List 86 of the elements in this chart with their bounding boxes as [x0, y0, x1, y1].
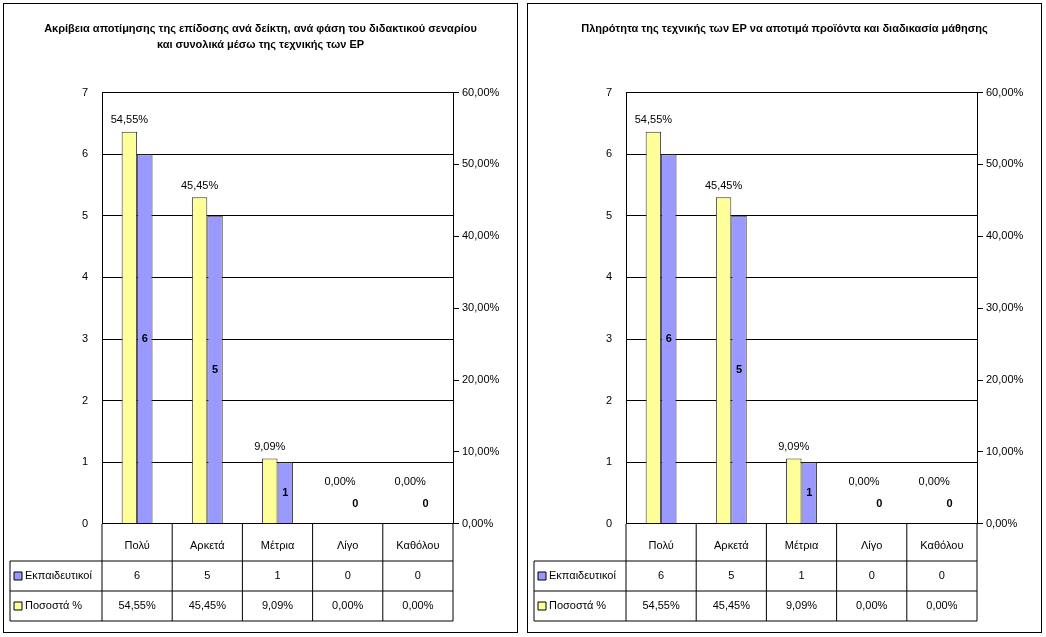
y-tick-label: 7 [605, 85, 612, 98]
y2-tick-label: 60,00% [986, 85, 1024, 98]
y2-tick-label: 40,00% [986, 229, 1024, 242]
legend-label: Ποσοστά % [25, 599, 83, 612]
y-tick-label: 7 [81, 85, 88, 98]
legend-label: Εκπαιδευτικοί [25, 569, 93, 582]
y-tick-label: 0 [81, 516, 88, 529]
y2-tick-label: 30,00% [986, 301, 1024, 314]
y-tick-label: 2 [605, 393, 612, 406]
data-label: 5 [204, 569, 211, 582]
text: 5 [735, 362, 743, 375]
y-tick-label: 0 [605, 516, 612, 529]
y-tick-label: 1 [605, 455, 612, 468]
text: 0 [352, 496, 359, 509]
text: 0 [946, 496, 953, 509]
text: 54,55% [110, 113, 149, 126]
y2-tick-label: 10,00% [462, 444, 500, 457]
y2-tick-label: 10,00% [986, 444, 1024, 457]
x-tick-label: Μέτρια [260, 539, 295, 552]
y-tick-label: 4 [605, 270, 612, 283]
y2-tick-label: 0,00% [462, 516, 494, 529]
data-label: 1 [798, 569, 805, 582]
y2-tick-label: 20,00% [986, 373, 1024, 386]
data-label: 45,45% [712, 599, 751, 612]
x-tick-label: Καθόλου [396, 539, 440, 552]
text: 45,45% [180, 178, 219, 191]
text: 6 [141, 331, 148, 344]
text: 0,00% [848, 475, 880, 488]
text: 9,09% [778, 440, 810, 452]
y-tick-label: 1 [81, 455, 88, 468]
x-tick-label: Λίγο [336, 539, 359, 552]
data-label: 9,09% [785, 599, 818, 612]
text: 5 [211, 362, 219, 375]
y-tick-label: 3 [81, 332, 88, 345]
legend-label: Ποσοστά % [549, 599, 607, 612]
chart-title: Πληρότητα της τεχνικής των ΕΡ να αποτιμά προϊόντα και διαδικασία μάθησης [580, 21, 989, 36]
x-tick-label: Μέτρια [784, 539, 819, 552]
data-label: 0,00% [332, 599, 364, 612]
data-label: 6 [658, 569, 665, 582]
data-label: 9,09% [261, 599, 294, 612]
x-tick-label: Καθόλου [920, 539, 964, 552]
y-tick-label: 6 [605, 147, 612, 160]
y-tick-label: 3 [605, 332, 612, 345]
data-label: 0 [938, 569, 945, 582]
text: 54,55% [634, 113, 673, 126]
x-tick-label: Λίγο [860, 539, 883, 552]
text: 0,00% [918, 475, 950, 488]
data-label: 6 [134, 569, 141, 582]
data-label: 0,00% [856, 599, 888, 612]
data-label: 0 [868, 569, 875, 582]
data-label: 54,55% [118, 599, 156, 612]
text: 1 [282, 485, 289, 498]
text: 6 [665, 331, 672, 344]
y2-tick-label: 0,00% [986, 516, 1018, 529]
y2-tick-label: 20,00% [462, 373, 500, 386]
y-tick-label: 5 [81, 208, 88, 221]
text: 0,00% [394, 475, 426, 488]
text: 0,00% [324, 475, 356, 488]
x-tick-label: Πολύ [124, 539, 150, 552]
data-label: 1 [274, 569, 281, 582]
y2-tick-label: 60,00% [462, 85, 500, 98]
data-label: 45,45% [188, 599, 227, 612]
chart-title: Ακρίβεια αποτίμησης της επίδοσης ανά δείκτη, ανά φάση του διδακτικού σεναρίου και συνολικά μέσω της τεχνικής των ΕΡ [44, 21, 477, 52]
y2-tick-label: 50,00% [462, 157, 500, 170]
data-label: 0,00% [402, 599, 434, 612]
data-label: 0 [414, 569, 421, 582]
x-tick-label: Πολύ [648, 539, 674, 552]
data-label: 54,55% [642, 599, 680, 612]
legend-label: Εκπαιδευτικοί [549, 569, 617, 582]
y2-tick-label: 40,00% [462, 229, 500, 242]
y-tick-label: 2 [81, 393, 88, 406]
y-tick-label: 4 [81, 270, 88, 283]
text: 0 [876, 496, 883, 509]
data-label: 5 [728, 569, 735, 582]
text: 45,45% [704, 178, 743, 191]
data-label: 0,00% [926, 599, 958, 612]
text: 0 [422, 496, 429, 509]
x-tick-label: Αρκετά [714, 539, 750, 552]
x-tick-label: Αρκετά [190, 539, 226, 552]
text: 9,09% [254, 440, 286, 452]
data-label: 0 [344, 569, 351, 582]
y-tick-label: 5 [605, 208, 612, 221]
text: 1 [806, 485, 813, 498]
y-tick-label: 6 [81, 147, 88, 160]
y2-tick-label: 50,00% [986, 157, 1024, 170]
y2-tick-label: 30,00% [462, 301, 500, 314]
